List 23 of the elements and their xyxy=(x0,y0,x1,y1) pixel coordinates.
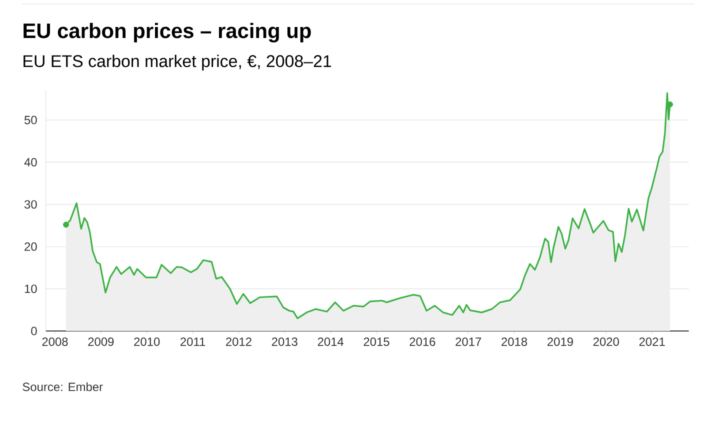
x-tick-label: 2017 xyxy=(456,338,482,346)
source-note: Source: Ember xyxy=(22,382,103,392)
x-tick-label: 2016 xyxy=(410,338,436,346)
y-tick-label: 50 xyxy=(24,116,37,124)
x-tick-label: 2018 xyxy=(502,338,528,346)
y-tick-label: 20 xyxy=(24,242,37,251)
x-tick-label: 2010 xyxy=(134,338,160,346)
y-tick-label: 10 xyxy=(24,284,37,294)
x-tick-label: 2015 xyxy=(364,338,390,346)
x-tick-label: 2020 xyxy=(593,338,619,346)
x-tick-label: 2014 xyxy=(318,338,344,346)
x-tick-label: 2013 xyxy=(272,338,298,346)
y-tick-label: 0 xyxy=(31,326,37,336)
x-tick-label: 2012 xyxy=(226,338,252,346)
x-tick-label: 2009 xyxy=(88,338,114,346)
y-tick-label: 30 xyxy=(24,200,37,209)
x-tick-label: 2019 xyxy=(548,338,573,346)
chart-title: EU carbon prices – racing up xyxy=(24,22,311,42)
x-tick-label: 2008 xyxy=(42,338,68,346)
chart-subtitle: EU ETS carbon market price, €, 2008–21 xyxy=(24,54,332,71)
x-tick-label: 2011 xyxy=(180,338,206,346)
x-tick-label: 2021 xyxy=(639,338,665,346)
y-tick-label: 40 xyxy=(24,158,37,166)
